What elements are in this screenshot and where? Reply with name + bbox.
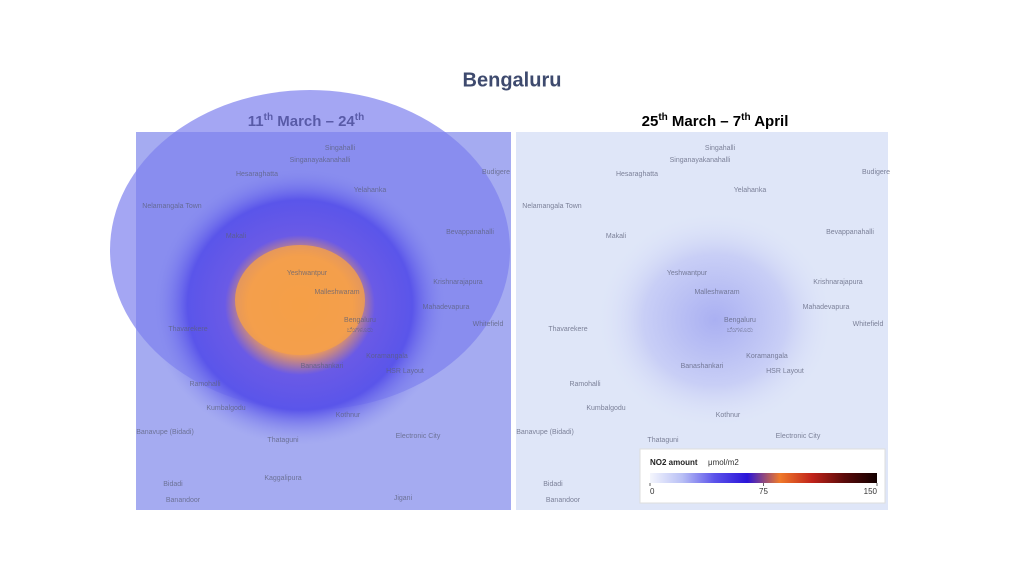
place-label: Kaggalipura xyxy=(264,475,301,482)
place-label: Whitefield xyxy=(853,321,884,328)
place-label: Singahalli xyxy=(705,145,736,152)
place-label: Nelamangala Town xyxy=(522,203,582,210)
place-label: Bengaluru xyxy=(344,317,376,324)
place-label: ಬೆಂಗಳೂರು xyxy=(347,327,373,334)
place-label: Mahadevapura xyxy=(803,304,850,311)
place-label: Yeshwantpur xyxy=(667,270,708,277)
place-label: Hesaraghatta xyxy=(236,171,278,178)
colorbar-tick-label: 150 xyxy=(864,487,878,496)
place-label: Kumbalgodu xyxy=(206,405,245,412)
place-label: Banavupe (Bidadi) xyxy=(516,429,574,436)
title-text: March – 7 xyxy=(668,113,741,130)
place-label: Budigere xyxy=(482,169,510,176)
place-label: Jigani xyxy=(394,495,413,502)
panel-title: 25th March – 7th April xyxy=(642,112,789,130)
place-label: Singahalli xyxy=(325,145,356,152)
title-text: April xyxy=(751,113,789,130)
place-label: Whitefield xyxy=(473,321,504,328)
place-label: Koramangala xyxy=(746,353,788,360)
place-label: HSR Layout xyxy=(766,368,804,375)
place-label: Krishnarajapura xyxy=(433,279,483,286)
place-label: Bidadi xyxy=(163,481,183,488)
place-label: Koramangala xyxy=(366,353,408,360)
place-label: Banashankari xyxy=(301,363,344,370)
place-label: Bidadi xyxy=(543,481,563,488)
legend-title: NO2 amount xyxy=(650,458,698,467)
place-label: Banashankari xyxy=(681,363,724,370)
place-label: Yelahanka xyxy=(734,187,767,194)
place-label: Electronic City xyxy=(396,433,441,440)
place-label: Banandoor xyxy=(546,497,581,504)
place-label: Makali xyxy=(606,233,627,240)
colorbar xyxy=(650,473,877,483)
place-label: ಬೆಂಗಳೂರು xyxy=(727,327,753,334)
place-label: HSR Layout xyxy=(386,368,424,375)
place-labels: Singahalli Singanayakanahalli Budigere Hesa… xyxy=(136,145,890,504)
title-superscript: th xyxy=(658,112,667,123)
place-label: Electronic City xyxy=(776,433,821,440)
place-label: Bevappanahalli xyxy=(446,229,494,236)
place-label: Budigere xyxy=(862,169,890,176)
place-label: Kothnur xyxy=(716,412,741,419)
place-label: Thataguni xyxy=(647,437,679,444)
place-label: Bengaluru xyxy=(724,317,756,324)
place-label: Ramohalli xyxy=(189,381,221,388)
place-label: Bevappanahalli xyxy=(826,229,874,236)
colorbar-tick-label: 75 xyxy=(759,487,768,496)
slide-title: Bengaluru xyxy=(463,69,562,91)
place-label: Malleshwaram xyxy=(694,289,739,296)
place-label: Banandoor xyxy=(166,497,201,504)
place-label: Banavupe (Bidadi) xyxy=(136,429,194,436)
place-label: Mahadevapura xyxy=(423,304,470,311)
title-superscript: th xyxy=(741,112,750,123)
place-label: Ramohalli xyxy=(569,381,601,388)
place-label: Krishnarajapura xyxy=(813,279,863,286)
place-label: Singanayakanahalli xyxy=(290,157,351,164)
map-left xyxy=(110,90,511,510)
colorbar-tick-label: 0 xyxy=(650,487,655,496)
place-label: Makali xyxy=(226,233,247,240)
place-label: Thavarekere xyxy=(548,326,587,333)
place-label: Malleshwaram xyxy=(314,289,359,296)
legend: NO2 amount μmol/m2 0 75 150 xyxy=(639,448,886,504)
legend-unit: μmol/m2 xyxy=(708,458,739,467)
place-label: Kothnur xyxy=(336,412,361,419)
place-label: Hesaraghatta xyxy=(616,171,658,178)
place-label: Thataguni xyxy=(267,437,299,444)
map-right xyxy=(516,132,888,510)
place-label: Yelahanka xyxy=(354,187,387,194)
place-label: Singanayakanahalli xyxy=(670,157,731,164)
place-label: Kumbalgodu xyxy=(586,405,625,412)
place-label: Yeshwantpur xyxy=(287,270,328,277)
title-text: 25 xyxy=(642,113,659,130)
place-label: Nelamangala Town xyxy=(142,203,202,210)
place-label: Thavarekere xyxy=(168,326,207,333)
